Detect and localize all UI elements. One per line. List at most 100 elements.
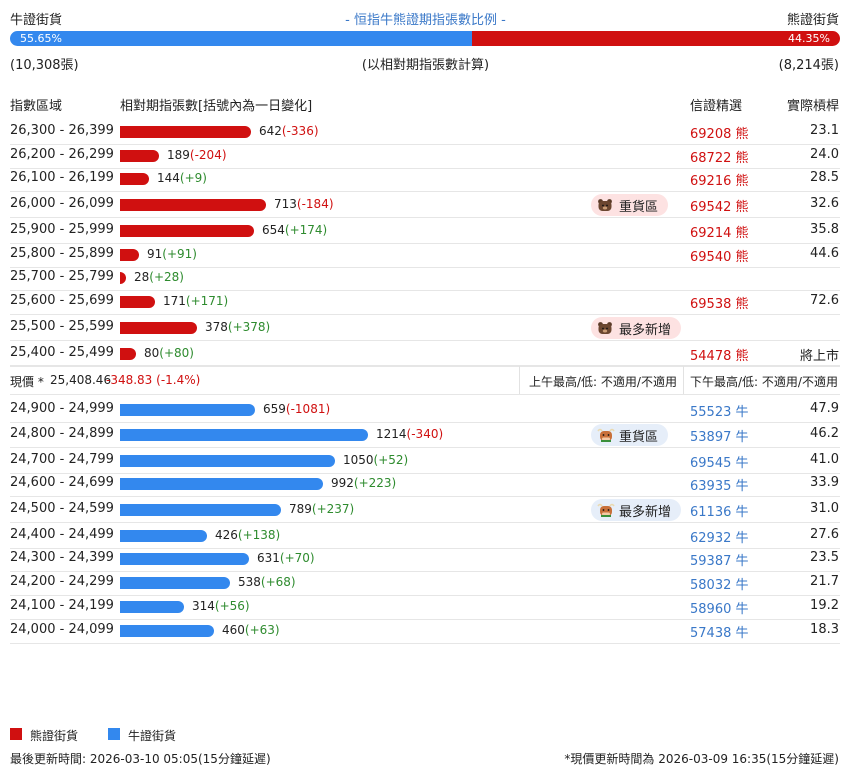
contracts-amount: 189 xyxy=(167,148,190,162)
contracts-value: 631(+70) xyxy=(257,551,315,565)
daily-change: (+378) xyxy=(227,320,271,334)
col-selected-header: 信證精選 xyxy=(690,99,743,114)
contracts-amount: 1214 xyxy=(376,427,407,441)
contracts-amount: 642 xyxy=(259,124,282,138)
leverage-value: 47.9 xyxy=(810,401,839,416)
row-divider xyxy=(10,496,840,497)
contracts-amount: 659 xyxy=(263,402,286,416)
warrant-code-link[interactable]: 69208 熊 xyxy=(690,123,749,142)
pm-high-low: 下午最高/低: 不適用/不適用 xyxy=(690,375,838,389)
contracts-amount: 91 xyxy=(147,247,163,261)
contracts-amount: 144 xyxy=(157,171,180,185)
warrant-code-link[interactable]: 69538 熊 xyxy=(690,293,749,312)
contracts-amount: 654 xyxy=(262,223,285,237)
leverage-value: 27.6 xyxy=(810,527,839,542)
contracts-amount: 538 xyxy=(238,575,261,589)
warrant-code: 53897 xyxy=(690,430,732,445)
bull-count: (10,308張) xyxy=(10,58,79,73)
contracts-amount: 426 xyxy=(215,528,238,542)
warrant-code-link[interactable]: 62932 牛 xyxy=(690,527,749,546)
range-label: 24,400 - 24,499 xyxy=(10,527,114,542)
range-label: 26,200 - 26,299 xyxy=(10,147,114,162)
contracts-amount: 171 xyxy=(163,294,186,308)
bear-bar xyxy=(120,272,126,284)
row-divider xyxy=(10,267,840,268)
range-label: 24,500 - 24,599 xyxy=(10,501,114,516)
bull-bar xyxy=(120,504,281,516)
leverage-value: 32.6 xyxy=(810,196,839,211)
row-divider xyxy=(10,144,840,145)
warrant-code-link[interactable]: 69216 熊 xyxy=(690,170,749,189)
range-label: 26,000 - 26,099 xyxy=(10,196,114,211)
bear-icon xyxy=(597,198,613,212)
row-divider xyxy=(10,595,840,596)
warrant-code-link[interactable]: 63935 牛 xyxy=(690,475,749,494)
row-divider xyxy=(10,619,840,620)
range-label: 24,900 - 24,999 xyxy=(10,401,114,416)
contracts-value: 654(+174) xyxy=(262,223,327,237)
daily-change: (-1081) xyxy=(285,402,331,416)
warrant-type: 熊 xyxy=(735,200,749,215)
range-label: 26,100 - 26,199 xyxy=(10,170,114,185)
leverage-value: 21.7 xyxy=(810,574,839,589)
most-new-badge: 最多新增 xyxy=(591,499,682,521)
leverage-value: 35.8 xyxy=(810,222,839,237)
bull-bar xyxy=(120,577,230,589)
range-label: 24,700 - 24,799 xyxy=(10,452,114,467)
price-update-time: *現價更新時間為 2026-03-09 16:35(15分鐘延遲) xyxy=(564,752,839,766)
warrant-code-link[interactable]: 58960 牛 xyxy=(690,598,749,617)
current-price-label: 現價 * xyxy=(10,375,44,389)
contracts-value: 189(-204) xyxy=(167,148,227,162)
contracts-amount: 378 xyxy=(205,320,228,334)
daily-change: (+70) xyxy=(279,551,315,565)
leverage-value: 23.5 xyxy=(810,550,839,565)
warrant-code-link[interactable]: 54478 熊 xyxy=(690,345,749,364)
bear-count: (8,214張) xyxy=(778,58,839,73)
calc-note: (以相對期指張數計算) xyxy=(361,58,490,73)
warrant-code-link[interactable]: 53897 牛 xyxy=(690,426,749,445)
bull-street-label: 牛證街貨 xyxy=(10,13,63,28)
warrant-code-link[interactable]: 61136 牛 xyxy=(690,501,749,520)
bear-street-label: 熊證街貨 xyxy=(786,13,839,28)
bear-legend-swatch xyxy=(10,728,22,740)
warrant-code-link[interactable]: 68722 熊 xyxy=(690,147,749,166)
warrant-code: 55523 xyxy=(690,405,732,420)
warrant-type: 牛 xyxy=(735,479,749,494)
bull-ratio-pct: 55.65% xyxy=(20,32,62,45)
col-range-header: 指數區域 xyxy=(10,99,63,114)
leverage-value: 44.6 xyxy=(810,246,839,261)
daily-change: (+80) xyxy=(159,346,194,360)
leverage-value: 18.3 xyxy=(810,622,839,637)
row-divider xyxy=(10,314,840,315)
range-label: 25,400 - 25,499 xyxy=(10,345,114,360)
leverage-value: 33.9 xyxy=(810,475,839,490)
leverage-value: 46.2 xyxy=(810,426,839,441)
row-divider xyxy=(10,447,840,448)
bull-icon xyxy=(597,428,615,442)
row-divider xyxy=(10,365,840,366)
range-label: 26,300 - 26,399 xyxy=(10,123,114,138)
warrant-code-link[interactable]: 69545 牛 xyxy=(690,452,749,471)
badge-label: 重貨區 xyxy=(619,429,659,445)
daily-change: (-184) xyxy=(296,197,334,211)
row-divider xyxy=(10,473,840,474)
warrant-code-link[interactable]: 58032 牛 xyxy=(690,574,749,593)
bear-bar xyxy=(120,322,197,334)
current-change: -348.83 (-1.4%) xyxy=(106,373,201,387)
row-divider xyxy=(10,168,840,169)
warrant-code-link[interactable]: 57438 牛 xyxy=(690,622,749,641)
warrant-code-link[interactable]: 55523 牛 xyxy=(690,401,749,420)
leverage-value: 24.0 xyxy=(810,147,839,162)
warrant-code: 63935 xyxy=(690,479,732,494)
contracts-amount: 713 xyxy=(274,197,297,211)
warrant-code-link[interactable]: 69542 熊 xyxy=(690,196,749,215)
warrant-type: 熊 xyxy=(735,250,749,265)
warrant-code-link[interactable]: 59387 牛 xyxy=(690,550,749,569)
contracts-value: 144(+9) xyxy=(157,171,207,185)
row-divider xyxy=(10,217,840,218)
leverage-value: 將上市 xyxy=(799,349,839,364)
warrant-code-link[interactable]: 69540 熊 xyxy=(690,246,749,265)
warrant-code: 69542 xyxy=(690,200,732,215)
row-divider xyxy=(10,422,840,423)
warrant-code-link[interactable]: 69214 熊 xyxy=(690,222,749,241)
